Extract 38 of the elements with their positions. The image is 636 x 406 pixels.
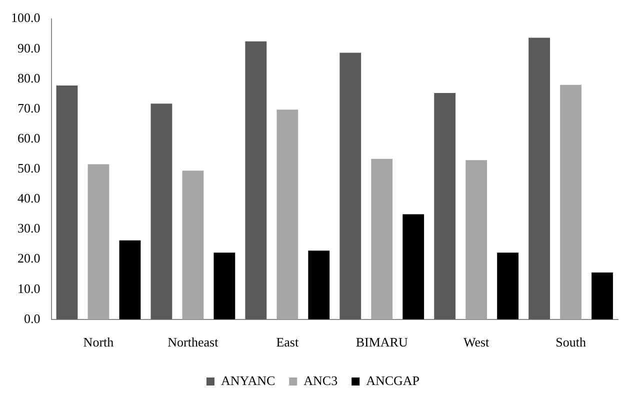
bar: [528, 38, 550, 320]
x-tick-label: North: [83, 334, 114, 350]
bar: [434, 93, 456, 320]
y-tick-label: 90.0: [18, 40, 40, 56]
y-tick-label: 10.0: [18, 280, 40, 296]
x-tick-label: South: [556, 334, 586, 350]
bar: [371, 158, 393, 320]
bar: [308, 250, 330, 320]
y-tick-label: 100.0: [11, 10, 40, 26]
legend-label: ANC3: [304, 372, 338, 388]
bar: [150, 104, 172, 320]
y-tick-label: 20.0: [18, 250, 40, 266]
x-tick-label: BIMARU: [356, 334, 408, 350]
bar: [340, 52, 362, 320]
bar: [592, 272, 613, 320]
bar: [497, 252, 519, 320]
legend-label: ANYANC: [220, 372, 276, 388]
bar: [56, 86, 78, 320]
bar: [214, 252, 236, 320]
y-tick-label: 40.0: [18, 190, 40, 206]
bar: [182, 170, 204, 320]
bar: [466, 160, 488, 320]
bar: [119, 240, 141, 320]
bar: [88, 164, 110, 320]
y-tick-label: 80.0: [18, 70, 40, 86]
y-tick-label: 50.0: [18, 160, 40, 176]
bar: [402, 214, 424, 320]
y-tick-label: 30.0: [18, 220, 40, 236]
bar: [560, 84, 582, 320]
x-tick-label: West: [463, 334, 490, 350]
y-tick-label: 70.0: [18, 100, 40, 116]
y-tick-label: 60.0: [18, 130, 40, 146]
y-tick-label: 0.0: [24, 310, 40, 326]
x-tick-label: East: [276, 334, 299, 350]
legend-label: ANCGAP: [366, 372, 420, 388]
x-tick-label: Northeast: [168, 334, 219, 350]
bar: [245, 41, 267, 320]
bar: [276, 110, 298, 320]
